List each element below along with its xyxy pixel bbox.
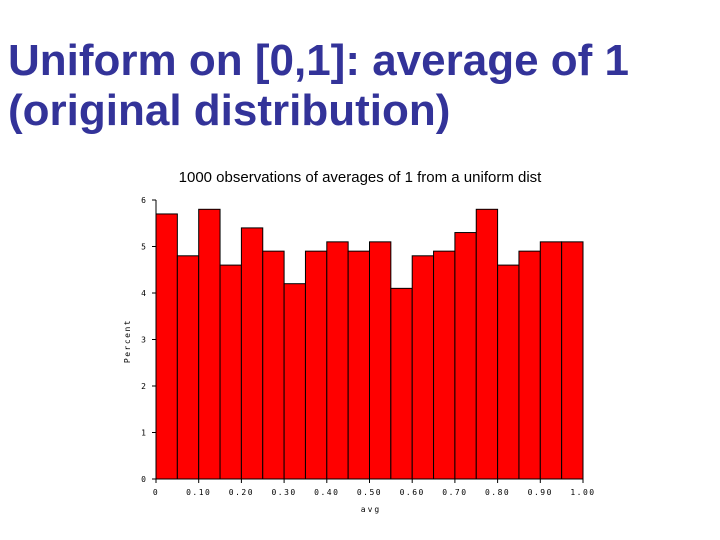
histogram-bar xyxy=(240,227,264,480)
histogram-bar xyxy=(539,241,563,480)
x-tick-label: 1.00 xyxy=(570,488,595,497)
x-tick-label: 0.60 xyxy=(400,488,425,497)
histogram-bar xyxy=(304,250,328,480)
histogram-bar xyxy=(283,283,306,480)
slide-title: Uniform on [0,1]: average of 1 (original… xyxy=(8,36,708,136)
histogram-bar xyxy=(369,241,392,480)
histogram-bar xyxy=(219,264,242,480)
y-tick-label: 0 xyxy=(141,475,146,484)
x-tick-label: 0.20 xyxy=(229,488,254,497)
chart-title: 1000 observations of averages of 1 from … xyxy=(179,169,543,186)
y-tick-label: 3 xyxy=(141,336,146,345)
y-tick-label: 4 xyxy=(141,289,146,298)
x-tick-label: 0.80 xyxy=(485,488,510,497)
histogram-bar xyxy=(497,264,520,480)
histogram-bar xyxy=(176,255,200,480)
histogram-bar xyxy=(518,250,541,480)
histogram-bar xyxy=(411,255,435,480)
slide-title-line-1: Uniform on [0,1]: average of 1 xyxy=(8,36,630,85)
histogram-bar xyxy=(347,250,370,480)
histogram-bar xyxy=(475,208,499,480)
slide-title-line-2: (original distribution) xyxy=(8,86,451,135)
histogram-bar xyxy=(155,213,178,480)
histogram-bar xyxy=(326,241,349,480)
histogram-bar xyxy=(561,241,584,480)
x-tick-label: 0.30 xyxy=(271,488,296,497)
x-axis-label: avg xyxy=(361,505,381,514)
x-tick-label: 0.70 xyxy=(442,488,467,497)
y-tick-label: 5 xyxy=(141,243,146,252)
x-tick-label: 0 xyxy=(153,488,159,497)
histogram-bar xyxy=(433,250,456,480)
histogram-bar xyxy=(390,287,413,480)
y-tick-label: 6 xyxy=(141,196,146,205)
bars-group xyxy=(155,208,584,480)
histogram-bar xyxy=(454,232,477,480)
y-tick-label: 2 xyxy=(141,382,146,391)
x-tick-label: 0.10 xyxy=(186,488,211,497)
y-tick-label: 1 xyxy=(141,429,146,438)
x-ticks-group: 0 0.10 0.20 0.30 0.40 0.50 0.60 0.70 0.80 0.90 1.0… xyxy=(153,479,595,497)
y-ticks-group: 0 1 2 3 4 5 6 xyxy=(141,196,156,484)
histogram-bar xyxy=(198,208,221,480)
histogram-bar xyxy=(262,250,285,480)
y-axis-label: Percent xyxy=(123,319,132,363)
x-tick-label: 0.50 xyxy=(357,488,382,497)
x-tick-label: 0.40 xyxy=(314,488,339,497)
x-tick-label: 0.90 xyxy=(528,488,553,497)
